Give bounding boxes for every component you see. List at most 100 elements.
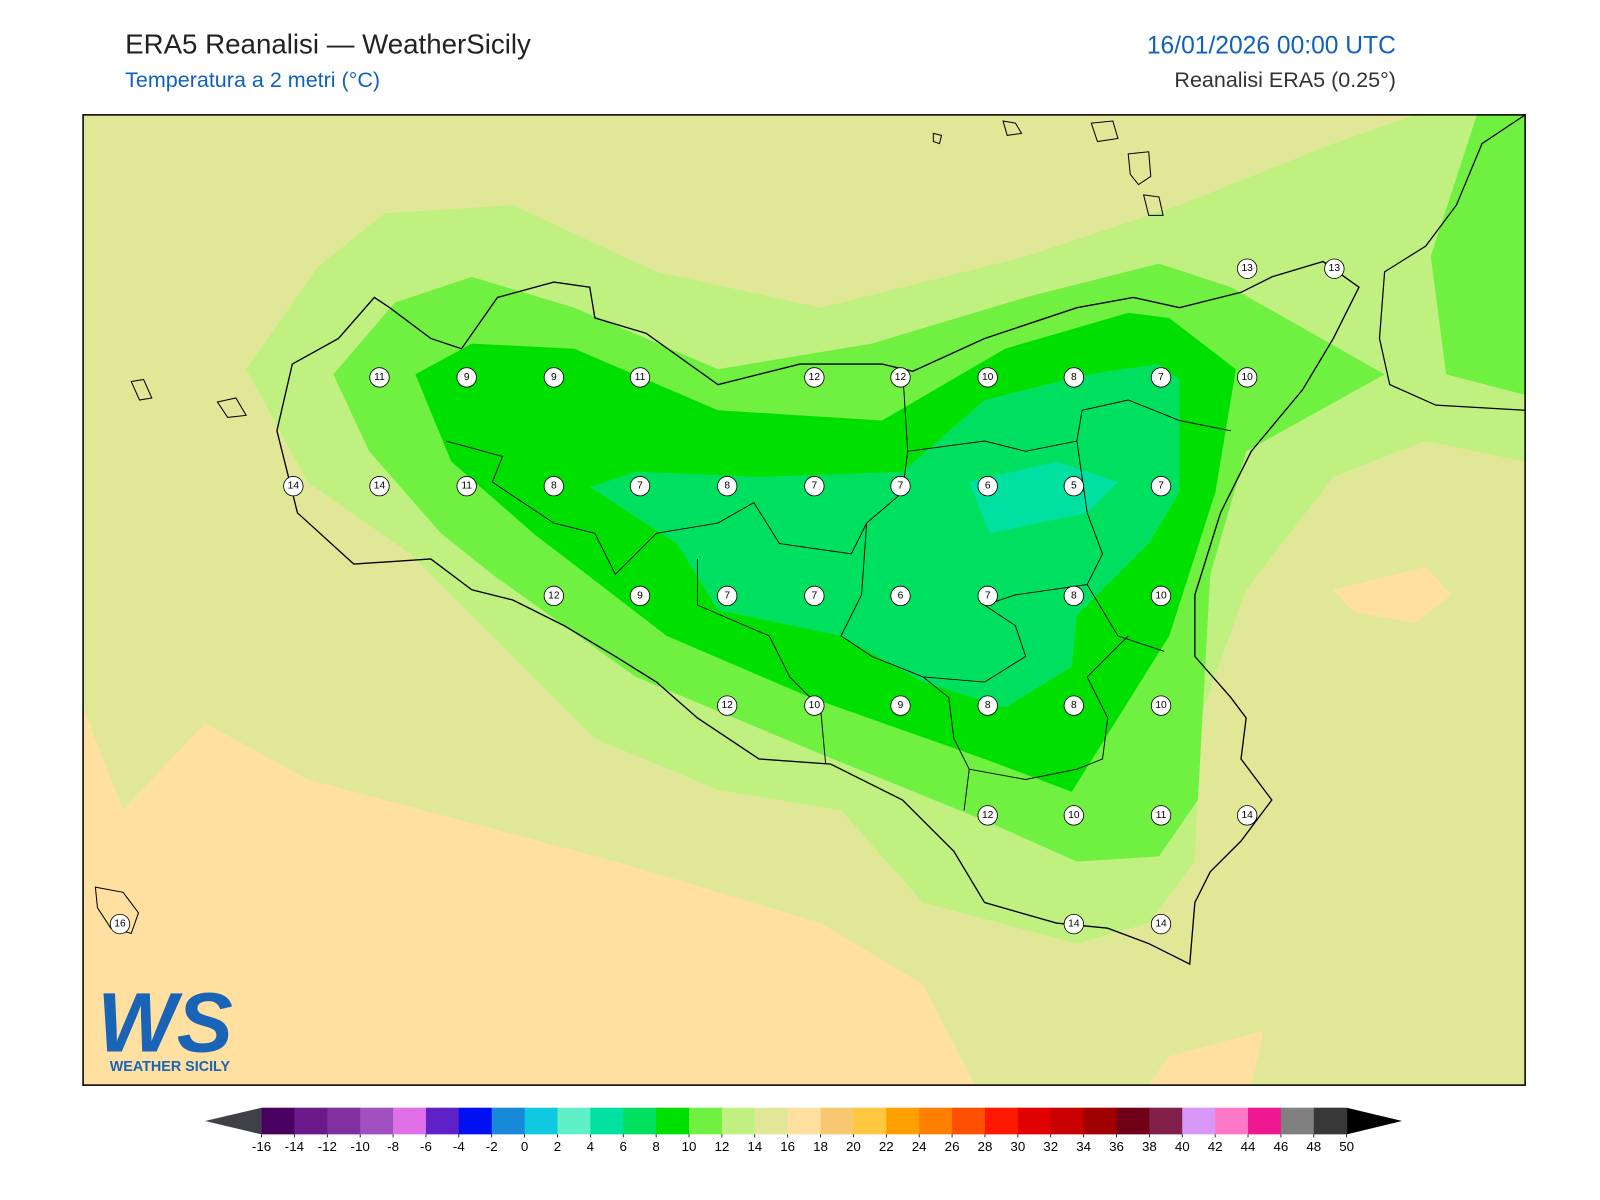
colorbar-extend-low xyxy=(205,1107,262,1135)
station-marker xyxy=(1063,367,1084,388)
colorbar-box xyxy=(590,1107,624,1135)
station-value: 10 xyxy=(1241,372,1253,383)
coastline-calabria xyxy=(1378,114,1526,411)
station-value: 7 xyxy=(812,590,818,601)
colorbar-tick-label: -4 xyxy=(453,1139,465,1154)
station-value: 9 xyxy=(898,700,904,711)
colorbar-tick-label: -8 xyxy=(387,1139,399,1154)
station-value: 12 xyxy=(895,372,907,383)
station-marker xyxy=(369,367,390,388)
station-value: 7 xyxy=(898,481,904,492)
colorbar-box xyxy=(261,1107,295,1135)
station-value: 10 xyxy=(982,372,994,383)
colorbar-tick-label: 46 xyxy=(1273,1139,1288,1154)
station-value: 9 xyxy=(637,590,643,601)
colorbar-tick-label: 22 xyxy=(879,1139,894,1154)
station-marker xyxy=(717,695,738,716)
station-value: 8 xyxy=(1071,590,1077,601)
station-marker xyxy=(890,585,911,607)
station-marker xyxy=(1237,805,1258,826)
colorbar-box xyxy=(557,1107,591,1135)
station-marker xyxy=(456,476,477,497)
station-value: 11 xyxy=(374,372,385,383)
colorbar-box xyxy=(1116,1107,1150,1135)
station-marker xyxy=(977,367,998,388)
colorbar-tick-label: -2 xyxy=(486,1139,498,1154)
colorbar-tick-label: 6 xyxy=(620,1139,627,1154)
colorbar-tick-label: 38 xyxy=(1142,1139,1157,1154)
colorbar-box xyxy=(1248,1107,1282,1135)
station-labels: 13 13 11 9 9 11 12 12 10 8 7 10 14 14 11 8 7 8 7 7 6 5 7 12 9 7 7 6… xyxy=(109,258,1345,935)
contour-16-18 xyxy=(83,707,975,1086)
station-marker xyxy=(717,476,738,497)
station-marker xyxy=(1150,367,1172,388)
station-marker xyxy=(1063,476,1084,497)
colorbar-tick-label: 28 xyxy=(978,1139,993,1154)
station-marker xyxy=(1324,258,1345,279)
colorbar-tick-label: 20 xyxy=(846,1139,861,1154)
contour-16-18 xyxy=(1148,1030,1264,1086)
colorbar-box xyxy=(1313,1107,1348,1135)
datetime: 16/01/2026 00:00 UTC xyxy=(1147,32,1396,59)
colorbar-tick-label: 4 xyxy=(587,1139,595,1154)
station-value: 6 xyxy=(985,481,991,492)
station-value: 14 xyxy=(1155,919,1167,930)
station-marker xyxy=(1150,585,1172,607)
colorbar-tick-label: 12 xyxy=(714,1139,729,1154)
station-value: 7 xyxy=(637,481,643,492)
colorbar-tick-label: -6 xyxy=(420,1139,432,1154)
station-marker xyxy=(1063,695,1084,716)
station-value: 5 xyxy=(1071,481,1077,492)
colorbar-box xyxy=(853,1107,887,1135)
map-area: 13 13 11 9 9 11 12 12 10 8 7 10 14 14 11 8 7 8 7 7 6 5 7 12 9 7 7 6… xyxy=(83,114,1526,1086)
station-value: 14 xyxy=(1068,919,1080,930)
station-value: 7 xyxy=(1158,372,1164,383)
colorbar-box xyxy=(1215,1107,1249,1135)
colorbar-tick-label: -16 xyxy=(252,1139,271,1154)
station-marker xyxy=(804,367,825,388)
station-marker xyxy=(977,476,998,497)
colorbar-tick-label: 16 xyxy=(780,1139,795,1154)
station-value: 7 xyxy=(724,590,730,601)
islands xyxy=(94,120,1164,934)
station-value: 14 xyxy=(288,481,300,492)
station-marker xyxy=(1150,805,1172,826)
colorbar-tick-label: -12 xyxy=(318,1139,337,1154)
station-value: 10 xyxy=(1155,700,1167,711)
station-marker xyxy=(1063,805,1084,826)
station-marker xyxy=(977,585,998,607)
colorbar-tick-label: 10 xyxy=(682,1139,697,1154)
station-value: 13 xyxy=(1329,263,1341,274)
station-marker xyxy=(109,913,131,935)
station-value: 16 xyxy=(114,919,126,930)
station-value: 8 xyxy=(1071,700,1077,711)
station-marker xyxy=(1150,695,1172,716)
colorbar-tick-label: 32 xyxy=(1043,1139,1058,1154)
colorbar: -16 -14 -12 -10 -8 -6 -4 -2 0 2 4 6 8 10 12 14 16 18 20 22 2… xyxy=(205,1107,1403,1154)
colorbar-tick-label: 24 xyxy=(912,1139,927,1154)
map-frame xyxy=(82,114,1526,1086)
colorbar-box xyxy=(886,1107,920,1135)
subtitle: Temperatura a 2 metri (°C) xyxy=(125,68,380,92)
station-marker xyxy=(977,805,998,826)
colorbar-box xyxy=(1182,1107,1216,1135)
station-value: 10 xyxy=(809,700,821,711)
colorbar-box xyxy=(820,1107,854,1135)
colorbar-box xyxy=(1280,1107,1315,1135)
colorbar-tick-label: 36 xyxy=(1109,1139,1124,1154)
station-value: 11 xyxy=(461,481,472,492)
station-marker xyxy=(1237,258,1258,279)
station-marker xyxy=(543,476,564,497)
colorbar-tick-label: 30 xyxy=(1010,1139,1025,1154)
colorbar-tick-label: 26 xyxy=(945,1139,960,1154)
colorbar-box xyxy=(458,1107,493,1135)
colorbar-box xyxy=(491,1107,526,1135)
contour-10-12 xyxy=(1430,114,1526,395)
colorbar-box xyxy=(425,1107,460,1135)
colorbar-tick-label: 50 xyxy=(1339,1139,1354,1154)
station-value: 14 xyxy=(374,481,386,492)
coastline-sicily xyxy=(276,260,1360,966)
colorbar-box xyxy=(1017,1107,1052,1135)
logo-mark: WS xyxy=(97,975,232,1069)
station-value: 11 xyxy=(635,372,646,383)
